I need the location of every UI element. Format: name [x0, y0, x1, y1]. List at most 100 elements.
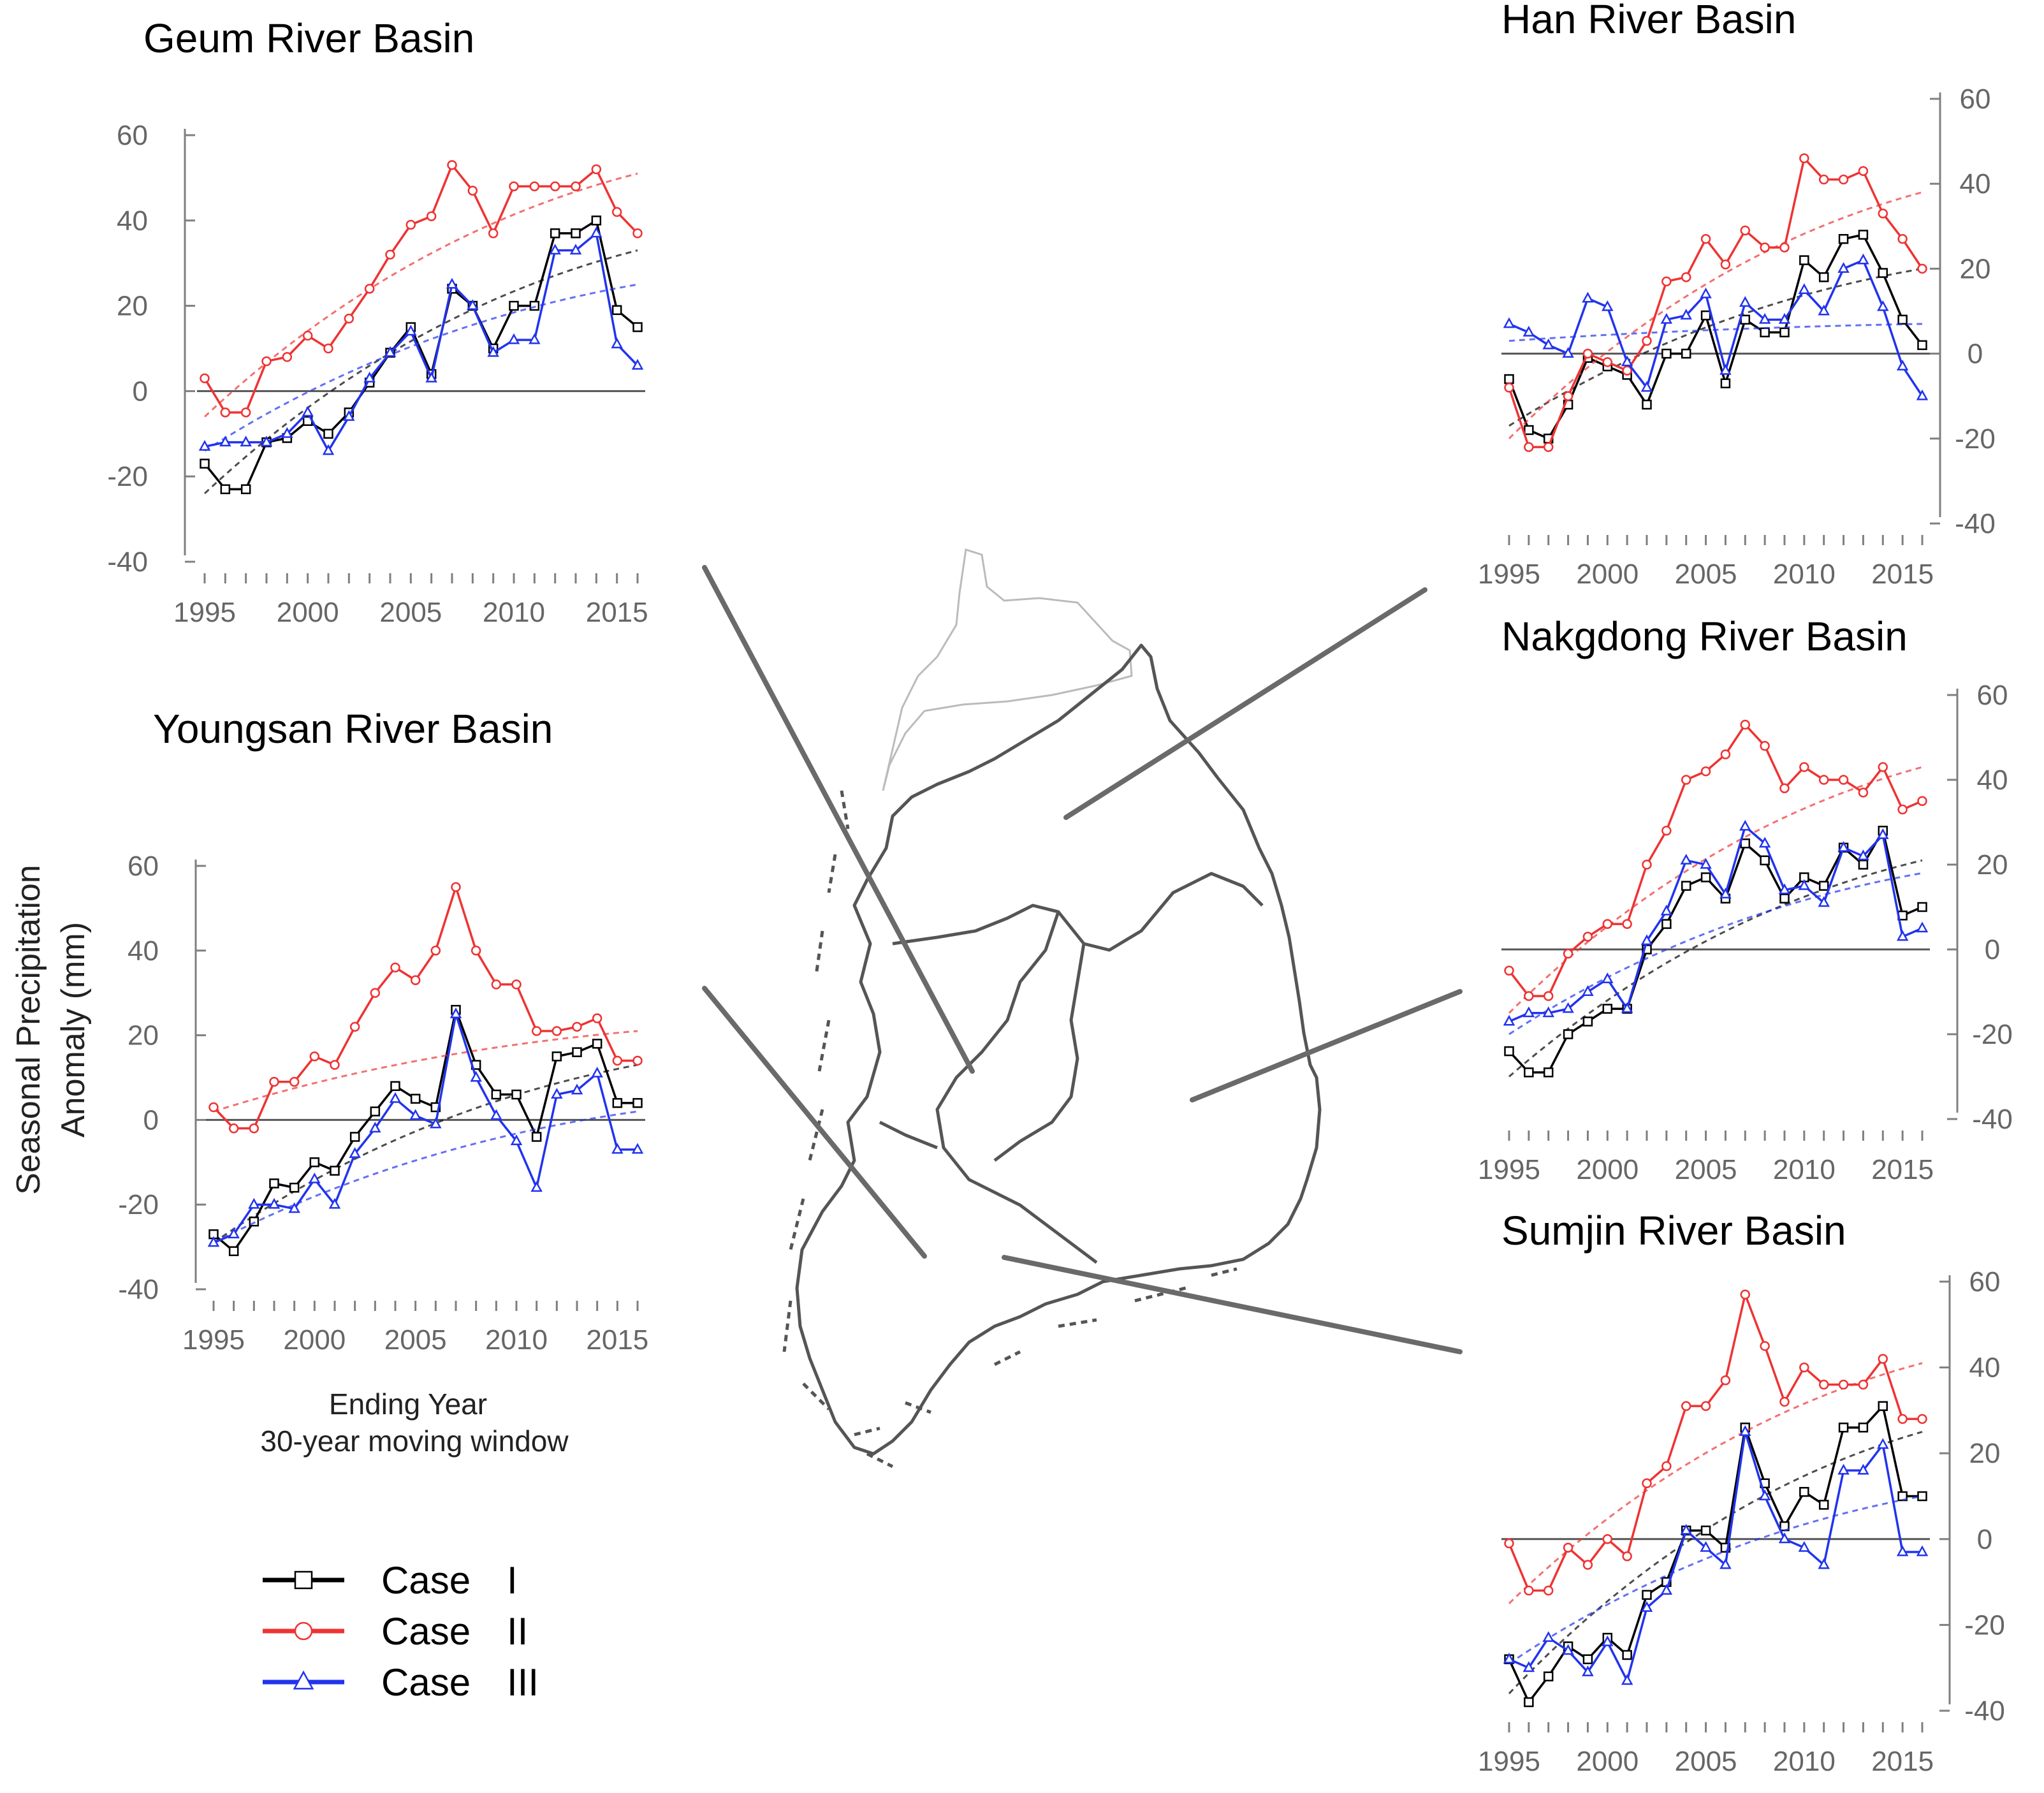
- data-point: [1562, 347, 1574, 358]
- data-point: [1640, 934, 1653, 946]
- data-point: [1838, 1423, 1849, 1433]
- series-case-3: [1503, 253, 1929, 400]
- data-point: [1779, 893, 1790, 904]
- data-point: [1858, 166, 1869, 176]
- data-point: [410, 1094, 421, 1104]
- data-point: [349, 1021, 360, 1032]
- data-point: [592, 1013, 602, 1023]
- data-point: [1858, 860, 1869, 870]
- data-point: [529, 300, 540, 311]
- data-point: [511, 979, 522, 990]
- data-point: [1582, 1560, 1593, 1570]
- data-point: [363, 371, 376, 383]
- data-point: [1622, 1551, 1632, 1562]
- data-point: [1642, 1478, 1652, 1489]
- connector-youngsan: [702, 986, 927, 1259]
- data-point: [531, 1132, 542, 1142]
- data-point: [389, 1092, 402, 1103]
- map-north-border: [882, 548, 1133, 791]
- y-tick-label: 60: [1977, 680, 2008, 711]
- data-point: [349, 1132, 360, 1142]
- y-tick-label: -20: [118, 1189, 159, 1220]
- y-tick-label: 60: [117, 120, 148, 151]
- y-tick-label: 40: [1960, 168, 1991, 200]
- data-point: [1720, 749, 1731, 759]
- data-point: [1857, 1463, 1869, 1475]
- data-point: [1818, 1500, 1829, 1510]
- data-point: [1798, 879, 1811, 890]
- data-point: [228, 1227, 240, 1239]
- data-point: [632, 1098, 643, 1108]
- data-point: [328, 1197, 341, 1209]
- data-point: [1563, 948, 1573, 959]
- data-point: [569, 244, 582, 255]
- legend-label: Case: [381, 1559, 471, 1602]
- data-point: [1562, 1002, 1574, 1013]
- x-tick-label: 2000: [1576, 559, 1639, 590]
- data-point: [344, 313, 354, 324]
- data-point: [1897, 1414, 1908, 1424]
- data-point: [1661, 826, 1672, 836]
- data-point: [1622, 1650, 1632, 1660]
- data-point: [490, 1109, 502, 1120]
- data-point: [1740, 225, 1751, 236]
- data-point: [1700, 1401, 1711, 1411]
- data-point: [268, 1197, 281, 1209]
- x-tick-label: 2010: [485, 1324, 548, 1356]
- series-case-2: [1504, 153, 1927, 452]
- data-point: [302, 406, 314, 417]
- data-point: [281, 427, 293, 438]
- data-point: [1681, 348, 1691, 359]
- data-point: [571, 181, 581, 192]
- korea-peninsula-outline: [795, 643, 1322, 1456]
- data-point: [1602, 357, 1613, 367]
- trend-line: [213, 1030, 638, 1113]
- data-point: [1681, 272, 1691, 282]
- data-point: [1524, 1585, 1534, 1596]
- data-point: [405, 325, 417, 336]
- x-tick-label: 2010: [1773, 1154, 1836, 1185]
- data-point: [529, 333, 541, 344]
- data-point: [631, 358, 644, 370]
- data-point: [1660, 904, 1673, 916]
- y-axis-label-line1: Seasonal Precipitation: [10, 865, 47, 1194]
- data-point: [1818, 174, 1829, 185]
- series-case-3: [198, 226, 644, 455]
- chart-title: Youngsan River Basin: [153, 706, 553, 752]
- series-case-1: [1504, 1401, 1927, 1708]
- y-tick-label: 40: [117, 205, 148, 237]
- data-point: [1720, 378, 1731, 388]
- data-point: [632, 322, 643, 332]
- data-point: [551, 1088, 563, 1099]
- data-point: [1878, 762, 1888, 772]
- data-point: [1838, 1379, 1849, 1390]
- data-point: [1897, 314, 1908, 325]
- x-tick-label: 2010: [1773, 559, 1836, 590]
- data-point: [1700, 766, 1711, 777]
- data-point: [269, 1178, 279, 1189]
- data-point: [261, 356, 272, 367]
- data-point: [1720, 1375, 1731, 1386]
- data-point: [1582, 1654, 1593, 1664]
- data-point: [208, 1102, 219, 1113]
- data-point: [1778, 1532, 1791, 1544]
- data-point: [282, 352, 293, 362]
- data-point: [1563, 391, 1573, 401]
- data-point: [1760, 741, 1770, 751]
- data-point: [248, 1197, 260, 1209]
- data-point: [1878, 209, 1888, 219]
- data-point: [240, 484, 251, 495]
- data-point: [1680, 853, 1692, 865]
- trend-line: [1508, 1362, 1923, 1604]
- y-tick-label: -20: [1964, 1609, 2005, 1641]
- data-point: [228, 1246, 239, 1256]
- data-point: [1602, 919, 1613, 929]
- data-point: [1700, 234, 1711, 244]
- legend-case-number: I: [507, 1559, 518, 1602]
- data-point: [1602, 1004, 1613, 1014]
- data-point: [491, 979, 502, 990]
- data-point: [1542, 1631, 1554, 1643]
- data-point: [1524, 1697, 1534, 1708]
- x-tick-label: 2010: [483, 597, 545, 628]
- data-point: [591, 216, 602, 226]
